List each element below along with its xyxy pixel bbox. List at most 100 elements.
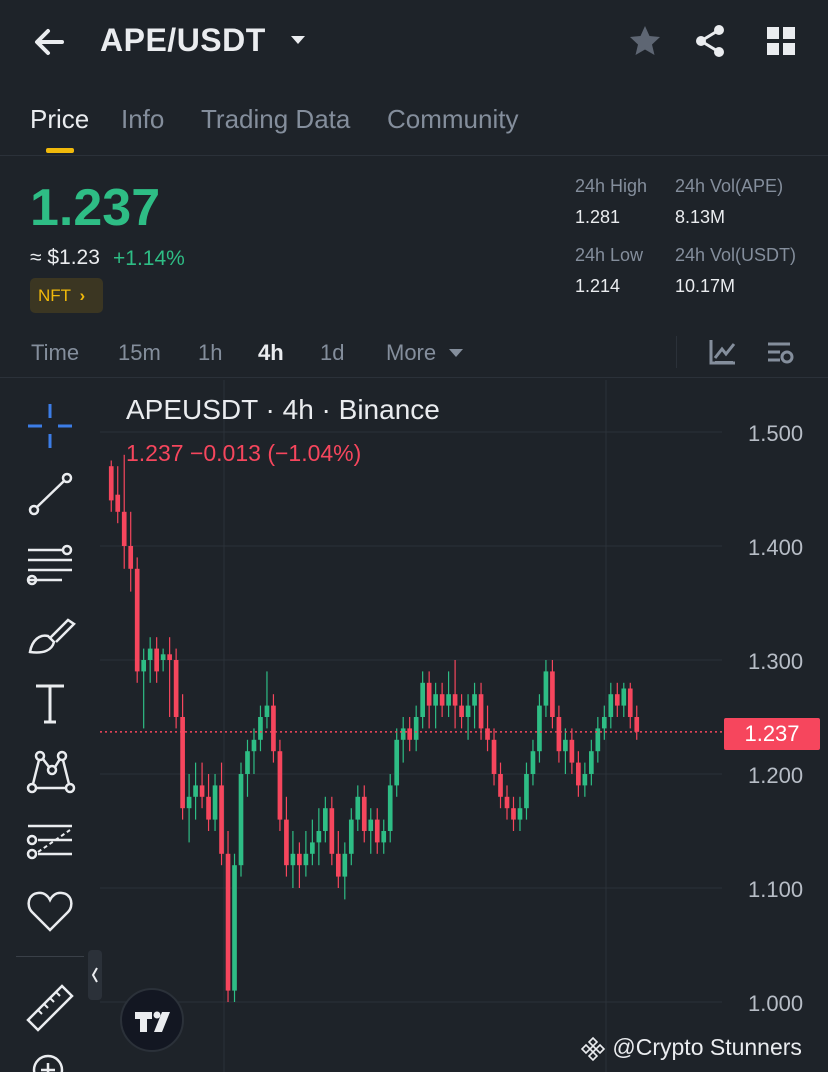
ruler-icon[interactable] bbox=[24, 980, 76, 1032]
candle-body bbox=[303, 853, 309, 866]
brush-icon[interactable] bbox=[24, 610, 76, 662]
grid-menu-icon[interactable] bbox=[762, 22, 800, 60]
stat-24h-low-value: 1.214 bbox=[575, 276, 621, 296]
interval-4h[interactable]: 4h bbox=[258, 340, 284, 365]
candle-body bbox=[400, 728, 406, 740]
candle-body bbox=[478, 694, 484, 729]
drawing-toolbar bbox=[0, 380, 102, 1072]
candle-body bbox=[245, 751, 250, 774]
candle-body bbox=[452, 694, 458, 706]
candle-body bbox=[550, 671, 555, 717]
candle-body bbox=[277, 751, 283, 820]
crosshair-icon[interactable] bbox=[24, 400, 76, 452]
candle-body bbox=[433, 694, 438, 706]
pattern-icon[interactable] bbox=[24, 746, 76, 798]
favorite-star-icon[interactable] bbox=[626, 22, 664, 60]
usd-equivalent: ≈ $1.23 bbox=[30, 246, 100, 269]
text-tool-icon[interactable] bbox=[24, 678, 76, 730]
favorite-heart-icon[interactable] bbox=[24, 884, 76, 936]
candle-body bbox=[511, 808, 516, 820]
candle-body bbox=[147, 648, 153, 660]
candle-body bbox=[413, 717, 419, 740]
tab-info[interactable]: Info bbox=[121, 104, 165, 134]
candle-body bbox=[368, 819, 374, 831]
interval-1d[interactable]: 1d bbox=[320, 340, 345, 365]
chart-settings-icon[interactable] bbox=[764, 336, 796, 368]
nft-badge[interactable]: NFT › bbox=[30, 278, 103, 313]
interval-more-label: More bbox=[386, 340, 437, 365]
interval-1h[interactable]: 1h bbox=[198, 340, 223, 365]
interval-time[interactable]: Time bbox=[31, 340, 80, 365]
candle-body bbox=[459, 705, 464, 717]
toolbar-divider bbox=[16, 956, 84, 957]
candle-body bbox=[284, 819, 289, 866]
candle-body bbox=[621, 688, 627, 706]
candle-body bbox=[238, 774, 244, 866]
candle-body bbox=[576, 762, 581, 786]
tab-trading-data[interactable]: Trading Data bbox=[201, 104, 351, 134]
candle-body bbox=[128, 546, 134, 569]
detail-tabs: Price Info Trading Data Community bbox=[0, 96, 828, 156]
candle-body bbox=[582, 774, 588, 786]
candle-body bbox=[258, 717, 263, 740]
candle-body bbox=[608, 694, 614, 717]
zoom-in-icon[interactable] bbox=[24, 1046, 76, 1072]
candle-body bbox=[485, 728, 490, 740]
pair-dropdown-icon[interactable] bbox=[288, 30, 308, 50]
candle-body bbox=[361, 796, 367, 831]
stat-24h-low-label: 24h Low bbox=[575, 245, 644, 265]
candle-body bbox=[517, 808, 523, 820]
candle-body bbox=[420, 682, 425, 717]
candle-body bbox=[108, 466, 114, 501]
active-tab-indicator bbox=[46, 148, 74, 153]
back-arrow-icon[interactable] bbox=[30, 22, 70, 62]
last-price: 1.237 bbox=[30, 179, 161, 237]
candle-body bbox=[491, 739, 497, 774]
watermark-text: @Crypto Stunners bbox=[612, 1034, 802, 1060]
pair-title[interactable]: APE/USDT bbox=[100, 22, 266, 58]
candle-body bbox=[530, 751, 536, 774]
y-tick-label: 1.100 bbox=[748, 877, 803, 902]
stat-24h-high-value: 1.281 bbox=[575, 207, 621, 227]
candle-body bbox=[297, 853, 302, 866]
candle-body bbox=[589, 751, 594, 774]
interval-more[interactable]: More bbox=[386, 340, 464, 366]
tab-price[interactable]: Price bbox=[30, 104, 90, 134]
candle-body bbox=[426, 682, 432, 706]
current-price-tag: 1.237 bbox=[724, 718, 820, 750]
candle-body bbox=[348, 819, 354, 854]
candle-body bbox=[394, 739, 400, 786]
indicators-icon[interactable] bbox=[706, 336, 738, 368]
forecast-icon[interactable] bbox=[24, 816, 76, 868]
candle-body bbox=[115, 494, 121, 512]
binance-logo-icon bbox=[580, 1036, 606, 1062]
candle-body bbox=[271, 705, 276, 752]
candle-body bbox=[387, 785, 393, 831]
top-bar: APE/USDT bbox=[0, 0, 828, 82]
share-icon[interactable] bbox=[692, 22, 730, 60]
y-tick-label: 1.400 bbox=[748, 535, 803, 560]
tradingview-logo[interactable] bbox=[120, 988, 184, 1052]
trendline-icon[interactable] bbox=[24, 468, 76, 520]
candle-body bbox=[355, 796, 361, 820]
collapse-toolbar-icon[interactable] bbox=[88, 950, 102, 1000]
candle-body bbox=[199, 785, 205, 797]
y-tick-label: 1.300 bbox=[748, 649, 803, 674]
interval-15m[interactable]: 15m bbox=[118, 340, 161, 365]
candle-body bbox=[232, 865, 237, 991]
stat-24h-high-label: 24h High bbox=[575, 176, 648, 196]
candle-body bbox=[634, 717, 640, 732]
stat-24h-vol-base-label: 24h Vol(APE) bbox=[675, 176, 784, 196]
fib-levels-icon[interactable] bbox=[24, 540, 76, 592]
nft-label: NFT bbox=[38, 286, 71, 305]
chart-title: APEUSDT · 4h · Binance bbox=[126, 394, 440, 425]
candle-body bbox=[601, 717, 607, 729]
candle-body bbox=[465, 705, 471, 717]
price-chart[interactable]: 1.500 1.400 1.300 1.200 1.100 1.000 bbox=[100, 380, 828, 1072]
candle-body bbox=[563, 739, 568, 752]
candle-body bbox=[141, 660, 147, 672]
candle-body bbox=[556, 717, 562, 752]
tab-community[interactable]: Community bbox=[387, 104, 519, 134]
stat-24h-vol-quote-label: 24h Vol(USDT) bbox=[675, 245, 797, 265]
candle-body bbox=[329, 808, 335, 854]
